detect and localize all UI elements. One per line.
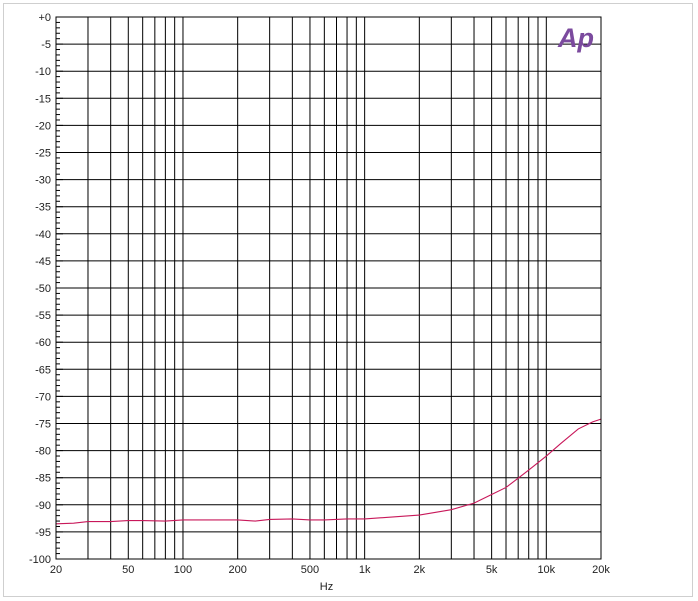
y-tick-label: -5 — [41, 39, 51, 51]
y-tick-label: -35 — [35, 202, 51, 214]
y-tick-label: -85 — [35, 473, 51, 485]
y-tick-label: +0 — [38, 12, 51, 24]
y-tick-label: -95 — [35, 527, 51, 539]
x-tick-label: 5k — [486, 564, 498, 576]
ap-logo-text: Ap — [557, 23, 594, 53]
y-tick-label: -50 — [35, 283, 51, 295]
y-tick-labels: +0 -5 -10 -15 -20 -25 -30 -35 -40 -45 -50 -55 -60 -65… — [29, 12, 51, 566]
y-tick-label: -45 — [35, 256, 51, 268]
x-tick-label: 50 — [122, 564, 134, 576]
series-layer — [55, 418, 602, 525]
x-axis-title: Hz — [320, 581, 333, 593]
grid — [56, 17, 601, 559]
y-tick-label: -20 — [35, 120, 51, 132]
y-tick-label: -10 — [35, 66, 51, 78]
x-tick-label: 200 — [228, 564, 246, 576]
x-tick-label: 20 — [50, 564, 62, 576]
x-tick-label: 100 — [174, 564, 192, 576]
y-tick-label: -55 — [35, 310, 51, 322]
y-tick-label: -30 — [35, 175, 51, 187]
x-tick-label: 500 — [301, 564, 319, 576]
y-tick-label: -15 — [35, 93, 51, 105]
y-tick-label: -90 — [35, 500, 51, 512]
x-tick-label: 2k — [414, 564, 426, 576]
y-tick-label: -70 — [35, 391, 51, 403]
y-tick-label: -100 — [29, 554, 51, 566]
y-tick-label: -75 — [35, 419, 51, 431]
x-tick-labels: 20 50 100 200 500 1k 2k 5k 10k 20k — [50, 564, 610, 576]
series-line — [55, 418, 602, 525]
ap-logo: Ap — [557, 23, 594, 53]
y-tick-label: -60 — [35, 337, 51, 349]
chart-frame — [3, 3, 693, 597]
x-tick-label: 20k — [592, 564, 610, 576]
y-tick-label: -65 — [35, 364, 51, 376]
y-tick-label: -80 — [35, 446, 51, 458]
y-tick-label: -25 — [35, 148, 51, 160]
plot-border — [55, 16, 602, 560]
y-tick-label: -40 — [35, 229, 51, 241]
x-tick-label: 1k — [359, 564, 371, 576]
minor-ticks — [56, 16, 63, 560]
x-tick-label: 10k — [537, 564, 555, 576]
